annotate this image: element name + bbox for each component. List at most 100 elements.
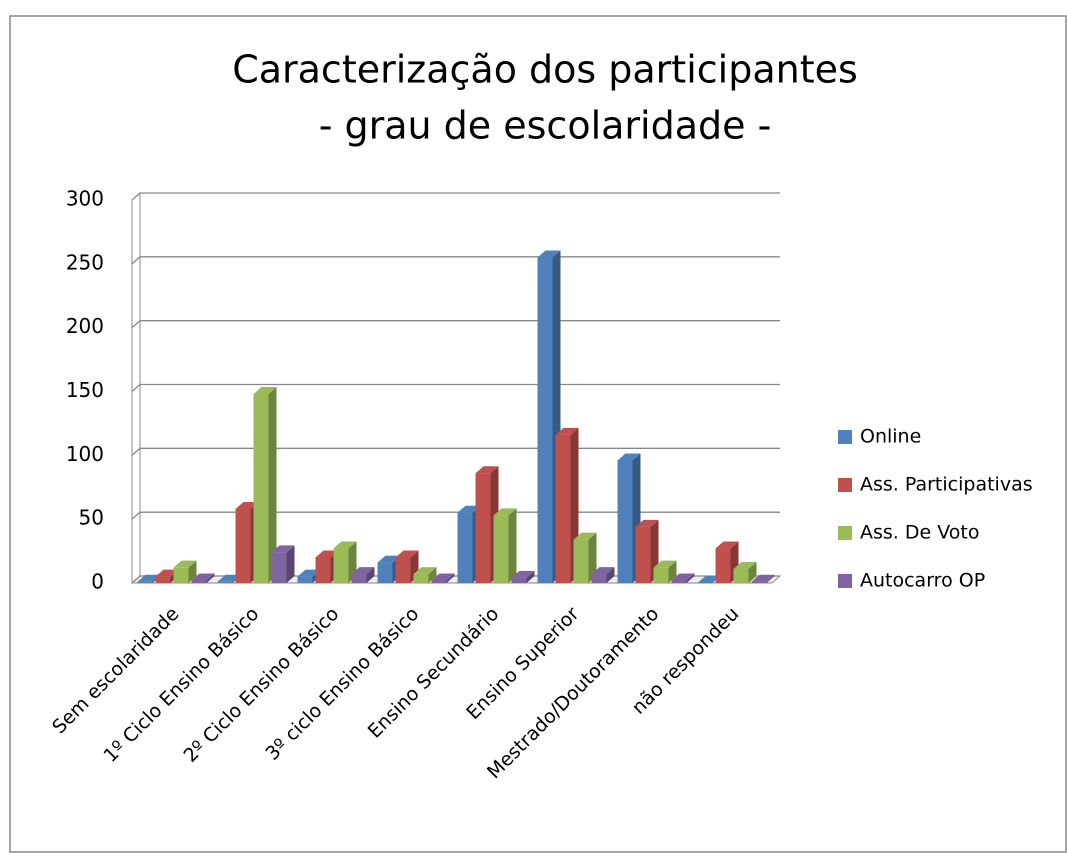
bar — [475, 473, 491, 583]
bar — [457, 512, 473, 583]
y-tick-label: 250 — [66, 250, 104, 274]
bar-top — [493, 508, 517, 516]
bar — [395, 557, 411, 583]
bar-top — [537, 250, 561, 258]
bar-top — [235, 501, 259, 509]
bar-top — [751, 574, 775, 582]
legend-label: Ass. Participativas — [860, 474, 1033, 496]
bar — [191, 580, 207, 583]
bar — [573, 539, 589, 583]
bar-side — [286, 545, 295, 583]
bar-top — [635, 519, 659, 527]
bar-top — [573, 532, 597, 540]
grid-line — [131, 192, 780, 201]
bar-top — [173, 560, 197, 568]
grid-line — [131, 383, 780, 392]
bar — [537, 257, 553, 583]
bar — [431, 580, 447, 583]
legend-swatch — [838, 430, 852, 444]
y-tick-label: 0 — [91, 570, 104, 594]
bar-top — [671, 573, 695, 581]
bar — [297, 576, 313, 583]
bar-top — [475, 466, 499, 474]
bar-side — [268, 387, 277, 583]
bar — [653, 567, 669, 583]
bar-top — [253, 387, 277, 395]
chart-title: Caracterização dos participantes — [232, 48, 858, 92]
bar-top — [271, 545, 295, 553]
bar-top — [351, 567, 375, 575]
bar-top — [591, 567, 615, 575]
bar — [155, 576, 171, 583]
bar-top — [395, 550, 419, 558]
bar — [217, 581, 233, 583]
bar-top — [431, 573, 455, 581]
bar-side — [526, 570, 535, 583]
grid-line — [131, 256, 780, 265]
bar-side — [508, 508, 517, 583]
y-tick-label: 300 — [66, 187, 104, 211]
bar — [591, 574, 607, 583]
bar — [635, 526, 651, 583]
bar — [555, 434, 571, 583]
bar-top — [617, 453, 641, 461]
chart-subtitle: - grau de escolaridade - — [319, 104, 772, 148]
y-tick-label: 150 — [66, 378, 104, 402]
bar — [351, 574, 367, 583]
bar — [333, 548, 349, 583]
bar — [315, 557, 331, 583]
legend-swatch — [838, 526, 852, 540]
bar — [377, 562, 393, 583]
bar — [751, 581, 767, 583]
legend-label: Online — [860, 426, 921, 448]
bar-top — [333, 541, 357, 549]
bar-top — [155, 569, 179, 577]
bar-side — [668, 560, 677, 583]
bar-top — [733, 561, 757, 569]
y-tick-label: 100 — [66, 442, 104, 466]
bar-side — [686, 573, 695, 583]
bar-side — [428, 567, 437, 583]
bar-side — [446, 573, 455, 583]
bar-top — [715, 541, 739, 549]
bar-side — [748, 561, 757, 583]
legend-swatch — [838, 574, 852, 588]
bar-top — [697, 576, 721, 583]
bar — [137, 581, 153, 583]
bar-side — [588, 532, 597, 583]
bar-side — [188, 560, 197, 583]
y-tick-label: 200 — [66, 314, 104, 338]
bar-top — [653, 560, 677, 568]
bar — [733, 568, 749, 583]
legend-label: Autocarro OP — [860, 570, 985, 592]
y-tick-label: 50 — [79, 506, 104, 530]
bar-top — [315, 550, 339, 558]
bar-side — [206, 573, 215, 583]
bar-top — [511, 570, 535, 578]
grid-line — [131, 320, 780, 329]
bar-top — [137, 574, 161, 582]
bar-top — [413, 567, 437, 575]
bar-top — [217, 574, 241, 582]
bar — [511, 577, 527, 583]
bar-top — [297, 569, 321, 577]
bar-side — [366, 567, 375, 583]
bar — [253, 394, 269, 583]
legend-label: Ass. De Voto — [860, 522, 979, 544]
bar — [235, 508, 251, 583]
bar — [671, 580, 687, 583]
bar-top — [457, 505, 481, 513]
bar — [715, 548, 731, 583]
bar — [271, 552, 287, 583]
bar — [173, 567, 189, 583]
bar-top — [555, 427, 579, 435]
bar — [617, 460, 633, 583]
legend-swatch — [838, 478, 852, 492]
bar — [413, 574, 429, 583]
bar-side — [606, 567, 615, 583]
bar-side — [766, 574, 775, 583]
bar-top — [377, 555, 401, 563]
bar-top — [191, 573, 215, 581]
